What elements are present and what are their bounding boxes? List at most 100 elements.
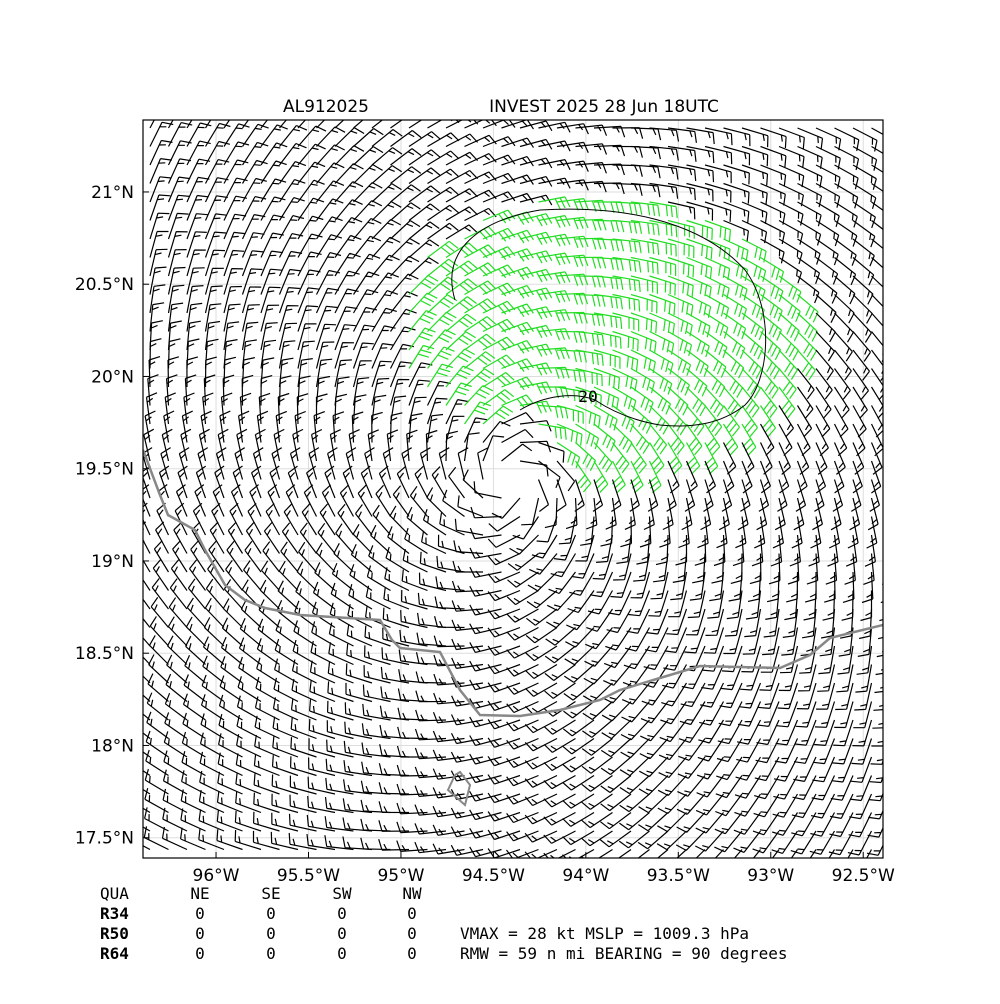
- wind-barb: [741, 127, 769, 148]
- wind-barb: [531, 534, 558, 559]
- wind-barb: [815, 405, 831, 438]
- wind-barb: [575, 367, 603, 387]
- wind-barb: [704, 256, 731, 280]
- wind-barb: [346, 643, 373, 666]
- wind-barb: [220, 656, 243, 684]
- wind-barb: [686, 164, 715, 183]
- wind-barb: [546, 590, 576, 612]
- wind-barb: [260, 196, 286, 221]
- wind-barb: [812, 756, 836, 783]
- wind-barb: [811, 775, 836, 801]
- wind-barb: [445, 188, 478, 203]
- wind-barb: [649, 423, 668, 455]
- wind-barb: [275, 410, 288, 443]
- wind-barb: [487, 737, 521, 748]
- wind-barb: [763, 608, 780, 638]
- wind-barb: [186, 213, 208, 240]
- wind-barb: [760, 182, 786, 206]
- wind-barb: [241, 196, 267, 221]
- wind-barb: [278, 233, 304, 258]
- wind-barb: [620, 738, 650, 759]
- wind-barb: [667, 442, 683, 475]
- wind-barb: [427, 150, 460, 166]
- wind-barb: [408, 292, 438, 314]
- wind-barb: [371, 183, 402, 203]
- wind-barb: [315, 323, 337, 351]
- wind-barb: [487, 571, 521, 584]
- wind-barb: [575, 349, 604, 366]
- wind-barb: [704, 275, 730, 300]
- wind-barb: [223, 303, 241, 332]
- y-tick-label: 19.5°N: [75, 460, 134, 480]
- wind-barb: [757, 701, 780, 727]
- wind-barb: [167, 120, 174, 129]
- wind-barb: [149, 248, 168, 277]
- wind-barb: [161, 826, 188, 851]
- wind-barb: [740, 664, 762, 691]
- wind-barb: [244, 540, 262, 573]
- wind-barb: [525, 663, 558, 680]
- wind-barb: [169, 578, 188, 610]
- wind-barb: [877, 633, 883, 640]
- wind-barb: [487, 552, 521, 566]
- wind-barb: [611, 479, 622, 513]
- wind-barb: [334, 120, 345, 129]
- wind-barb: [714, 849, 724, 858]
- wind-barb: [852, 368, 869, 400]
- wind-barb: [143, 428, 155, 462]
- wind-barb: [332, 411, 345, 443]
- wind-barb: [723, 145, 751, 166]
- wind-barb: [643, 645, 669, 671]
- wind-barb: [848, 812, 873, 838]
- wind-barb: [360, 465, 373, 499]
- wind-barb: [380, 686, 410, 703]
- wind-barb: [760, 312, 782, 341]
- wind-barb: [348, 584, 373, 610]
- wind-barb: [198, 428, 210, 462]
- wind-barb: [616, 534, 632, 564]
- wind-barb: [253, 773, 280, 795]
- wind-barb: [501, 137, 535, 148]
- wind-barb: [737, 701, 762, 727]
- wind-barb: [624, 627, 651, 652]
- wind-barb: [736, 719, 762, 745]
- wind-barb: [695, 812, 724, 834]
- wind-barb: [593, 293, 623, 310]
- wind-barb: [260, 142, 288, 166]
- wind-barb: [613, 553, 632, 581]
- wind-barb: [197, 447, 209, 480]
- wind-barb: [469, 846, 502, 858]
- wind-barb: [819, 627, 836, 657]
- wind-barb: [593, 404, 618, 431]
- wind-barb: [741, 238, 767, 263]
- wind-barb: [758, 682, 780, 709]
- wind-barb: [143, 732, 151, 739]
- wind-barb: [256, 410, 269, 443]
- wind-barb: [606, 608, 632, 634]
- wind-barb: [648, 590, 669, 617]
- wind-barb: [406, 429, 418, 462]
- wind-barb: [270, 831, 299, 851]
- wind-barb: [278, 268, 302, 295]
- wind-barb: [562, 793, 595, 809]
- coastline: [143, 449, 883, 718]
- wind-barb: [149, 176, 172, 203]
- wind-barb: [189, 559, 206, 591]
- wind-barb: [371, 147, 403, 166]
- wind-barb: [667, 201, 696, 220]
- wind-barb: [241, 159, 268, 184]
- wind-barb: [834, 368, 851, 400]
- wind-barb: [593, 386, 620, 410]
- wind-barb: [175, 484, 188, 517]
- wind-barb: [657, 793, 687, 815]
- wind-barb: [487, 719, 521, 730]
- wind-barb: [186, 597, 206, 628]
- wind-barb: [815, 201, 840, 227]
- wind-barb: [445, 365, 474, 388]
- wind-barb: [433, 692, 465, 705]
- wind-barb: [297, 251, 322, 277]
- wind-barb: [265, 503, 281, 536]
- wind-barb: [593, 367, 620, 390]
- wind-barb: [390, 291, 418, 314]
- wind-barb: [145, 730, 169, 758]
